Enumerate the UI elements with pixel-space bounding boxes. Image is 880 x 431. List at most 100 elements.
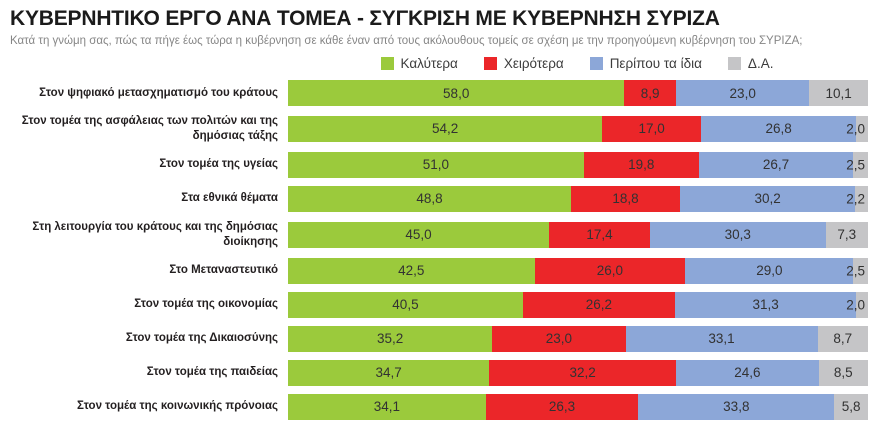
bar-segment-2: 32,2 bbox=[489, 359, 676, 386]
bar-segment-4: 8,5 bbox=[818, 359, 868, 386]
stacked-bar: 51,0 19,8 26,7 2,5 bbox=[288, 151, 868, 178]
chart-row: Στα εθνικά θέματα 48,8 18,8 30,2 2,2 bbox=[10, 185, 868, 212]
category-label: Στον τομέα της υγείας bbox=[159, 158, 278, 171]
segment-value: 10,1 bbox=[825, 85, 852, 101]
chart-panel: ΚΥΒΕΡΝΗΤΙΚΟ ΕΡΓΟ ΑΝΑ ΤΟΜΕΑ - ΣΥΓΚΡΙΣΗ ΜΕ… bbox=[10, 7, 868, 420]
segment-value: 8,9 bbox=[640, 85, 660, 101]
segment-value: 34,7 bbox=[375, 365, 402, 381]
segment-value: 5,8 bbox=[841, 399, 861, 415]
chart-row: Στον τομέα της ασφάλειας των πολιτών και… bbox=[10, 114, 868, 144]
bar-segment-1: 34,7 bbox=[288, 359, 490, 386]
segment-value: 19,8 bbox=[628, 157, 655, 173]
segment-value: 7,3 bbox=[837, 227, 857, 243]
chart-row: Στον τομέα της παιδείας 34,7 32,2 24,6 8,5 bbox=[10, 359, 868, 386]
legend-label: Δ.Α. bbox=[747, 56, 774, 71]
bar-segment-2: 26,3 bbox=[485, 393, 639, 420]
bar-segment-2: 19,8 bbox=[583, 151, 699, 178]
segment-value: 8,7 bbox=[833, 331, 853, 347]
segment-value: 24,6 bbox=[734, 365, 761, 381]
chart-row: Στο Μεταναστευτικό 42,5 26,0 29,0 2,5 bbox=[10, 257, 868, 284]
category-label: Στον ψηφιακό μετασχηματισμό του κράτους bbox=[39, 86, 278, 99]
legend-item: Καλύτερα bbox=[380, 56, 458, 71]
legend: Καλύτερα Χειρότερα Περίπου τα ίδια Δ.Α. bbox=[288, 56, 866, 71]
bar-segment-1: 54,2 bbox=[288, 115, 603, 142]
bar-segment-3: 33,8 bbox=[638, 393, 835, 420]
stacked-bar: 54,2 17,0 26,8 2,0 bbox=[288, 115, 868, 142]
chart-row: Στον τομέα της κοινωνικής πρόνοιας 34,1 26… bbox=[10, 393, 868, 420]
bar-segment-2: 17,4 bbox=[549, 221, 650, 248]
bar-segment-3: 30,2 bbox=[680, 185, 856, 212]
bar-segment-1: 45,0 bbox=[288, 221, 549, 248]
segment-value: 31,3 bbox=[752, 297, 779, 313]
chart-row: Στη λειτουργία του κράτους και της δημόσ… bbox=[10, 220, 868, 250]
chart-row: Στον τομέα της υγείας 51,0 19,8 26,7 2,5 bbox=[10, 151, 868, 178]
segment-value: 45,0 bbox=[405, 227, 432, 243]
bar-segment-3: 31,3 bbox=[674, 291, 857, 318]
stacked-bar: 58,0 8,9 23,0 10,1 bbox=[288, 80, 868, 106]
segment-value: 33,1 bbox=[708, 331, 735, 347]
segment-value: 26,0 bbox=[596, 263, 624, 279]
segment-value: 54,2 bbox=[432, 121, 459, 137]
bar-segment-3: 30,3 bbox=[649, 221, 826, 248]
bar-segment-1: 40,5 bbox=[288, 291, 523, 318]
bar-segment-2: 17,0 bbox=[602, 115, 701, 142]
segment-value: 33,8 bbox=[723, 399, 750, 415]
chart-row: Στον τομέα της οικονομίας 40,5 26,2 31,3 2,0 bbox=[10, 291, 868, 318]
segment-value: 2,2 bbox=[846, 191, 865, 207]
chart-row: Στον τομέα της Δικαιοσύνης 35,2 23,0 33,1 8,… bbox=[10, 325, 868, 352]
bar-segment-4: 7,3 bbox=[825, 221, 868, 248]
segment-value: 8,5 bbox=[833, 365, 853, 381]
segment-value: 2,5 bbox=[846, 263, 865, 279]
segment-value: 51,0 bbox=[422, 157, 450, 173]
segment-value: 26,7 bbox=[762, 157, 790, 173]
segment-value: 18,8 bbox=[612, 191, 639, 207]
legend-label: Καλύτερα bbox=[400, 56, 458, 71]
category-label: Στον τομέα της Δικαιοσύνης bbox=[125, 332, 278, 345]
category-label: Στον τομέα της ασφάλειας των πολιτών και… bbox=[21, 115, 278, 142]
stacked-bar: 45,0 17,4 30,3 7,3 bbox=[288, 221, 868, 248]
stacked-bar: 34,1 26,3 33,8 5,8 bbox=[288, 393, 868, 420]
bar-segment-4: 5,8 bbox=[834, 393, 868, 420]
legend-label: Περίπου τα ίδια bbox=[609, 56, 702, 71]
segment-value: 23,0 bbox=[545, 331, 572, 347]
bar-segment-4: 2,0 bbox=[846, 115, 868, 142]
segment-value: 30,3 bbox=[724, 227, 751, 243]
bar-segment-2: 18,8 bbox=[571, 185, 681, 212]
bar-segment-4: 2,0 bbox=[846, 291, 868, 318]
category-label: Στον τομέα της κοινωνικής πρόνοιας bbox=[77, 400, 278, 413]
bar-segment-3: 26,8 bbox=[700, 115, 857, 142]
bar-segment-3: 24,6 bbox=[676, 359, 819, 386]
segment-value: 17,4 bbox=[586, 227, 613, 243]
bar-segment-3: 23,0 bbox=[676, 80, 810, 106]
segment-value: 29,0 bbox=[756, 263, 783, 279]
category-label: Στο Μεταναστευτικό bbox=[169, 264, 278, 277]
category-label: Στον τομέα της οικονομίας bbox=[134, 298, 278, 311]
legend-item: Χειρότερα bbox=[483, 56, 564, 71]
segment-value: 23,0 bbox=[729, 85, 756, 101]
segment-value: 35,2 bbox=[376, 331, 404, 347]
segment-value: 34,1 bbox=[373, 399, 401, 415]
legend-swatch bbox=[483, 57, 497, 70]
bar-segment-3: 26,7 bbox=[698, 151, 854, 178]
legend-swatch bbox=[727, 57, 741, 70]
category-label: Στα εθνικά θέματα bbox=[181, 192, 278, 205]
segment-value: 32,2 bbox=[569, 365, 596, 381]
bar-segment-1: 48,8 bbox=[288, 185, 572, 212]
stacked-bar: 40,5 26,2 31,3 2,0 bbox=[288, 291, 868, 318]
stacked-bar: 35,2 23,0 33,1 8,7 bbox=[288, 325, 868, 352]
bar-segment-2: 8,9 bbox=[624, 80, 676, 106]
segment-value: 17,0 bbox=[638, 121, 665, 137]
segment-value: 40,5 bbox=[392, 297, 419, 313]
bar-segment-4: 2,2 bbox=[846, 185, 868, 212]
legend-item: Δ.Α. bbox=[727, 56, 774, 71]
stacked-bar: 34,7 32,2 24,6 8,5 bbox=[288, 359, 868, 386]
segment-value: 58,0 bbox=[443, 85, 470, 101]
bar-segment-4: 2,5 bbox=[846, 257, 868, 284]
stacked-bar: 48,8 18,8 30,2 2,2 bbox=[288, 185, 868, 212]
segment-value: 2,5 bbox=[846, 157, 865, 173]
bar-segment-1: 58,0 bbox=[288, 80, 625, 106]
bar-segment-2: 26,0 bbox=[534, 257, 686, 284]
segment-value: 30,2 bbox=[754, 191, 781, 207]
segment-value: 2,0 bbox=[846, 121, 865, 137]
legend-swatch bbox=[589, 57, 603, 70]
